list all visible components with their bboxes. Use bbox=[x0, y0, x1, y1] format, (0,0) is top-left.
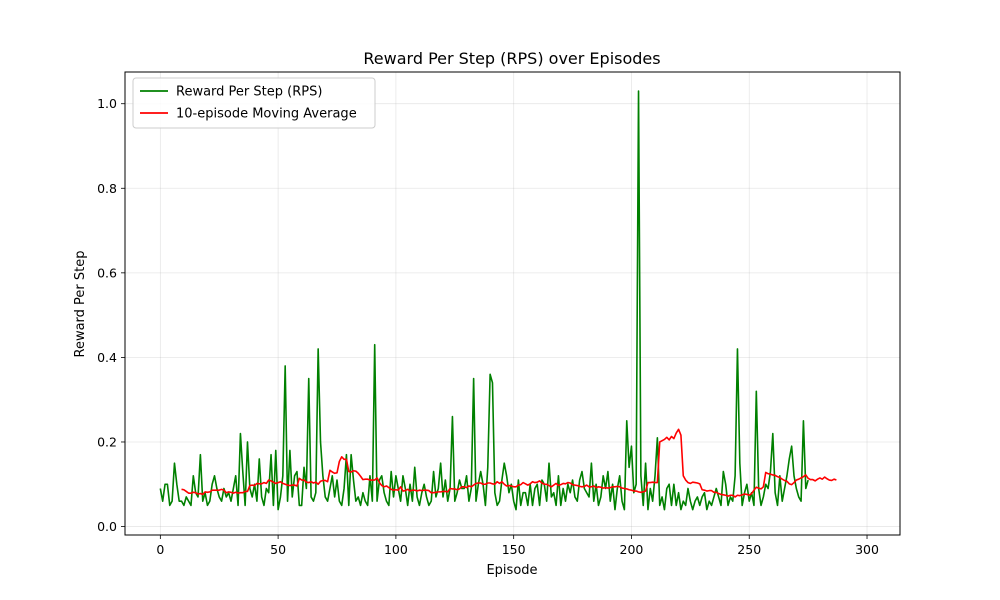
x-tick-label: 150 bbox=[502, 542, 526, 557]
legend-label: Reward Per Step (RPS) bbox=[176, 85, 322, 100]
rps-series-line bbox=[159, 90, 809, 511]
y-tick-label: 0.8 bbox=[97, 181, 117, 196]
plot-frame bbox=[124, 71, 901, 536]
grid bbox=[125, 72, 900, 535]
y-tick-label: 0.4 bbox=[97, 350, 117, 365]
legend: Reward Per Step (RPS) 10-episode Moving A… bbox=[132, 77, 376, 129]
legend-box bbox=[132, 77, 376, 129]
y-tick-label: 1.0 bbox=[97, 96, 117, 111]
x-tick-label: 300 bbox=[855, 542, 879, 557]
x-tick-label: 0 bbox=[156, 542, 164, 557]
x-axis-ticks: 0 50 100 150 200 250 300 bbox=[156, 535, 879, 557]
y-tick-label: 0.6 bbox=[97, 265, 117, 280]
y-axis-label: Reward Per Step bbox=[73, 251, 88, 358]
y-axis-ticks: 0.0 0.2 0.4 0.6 0.8 1.0 bbox=[97, 96, 125, 534]
x-tick-label: 50 bbox=[270, 542, 286, 557]
plot-area bbox=[159, 90, 837, 511]
moving-average-line bbox=[181, 428, 837, 498]
x-tick-label: 250 bbox=[737, 542, 761, 557]
x-tick-label: 200 bbox=[620, 542, 644, 557]
chart-title: Reward Per Step (RPS) over Episodes bbox=[363, 49, 660, 68]
y-tick-label: 0.2 bbox=[97, 434, 117, 449]
x-tick-label: 100 bbox=[384, 542, 408, 557]
x-axis-label: Episode bbox=[486, 563, 537, 578]
legend-label: 10-episode Moving Average bbox=[176, 107, 357, 122]
y-tick-label: 0.0 bbox=[97, 519, 117, 534]
